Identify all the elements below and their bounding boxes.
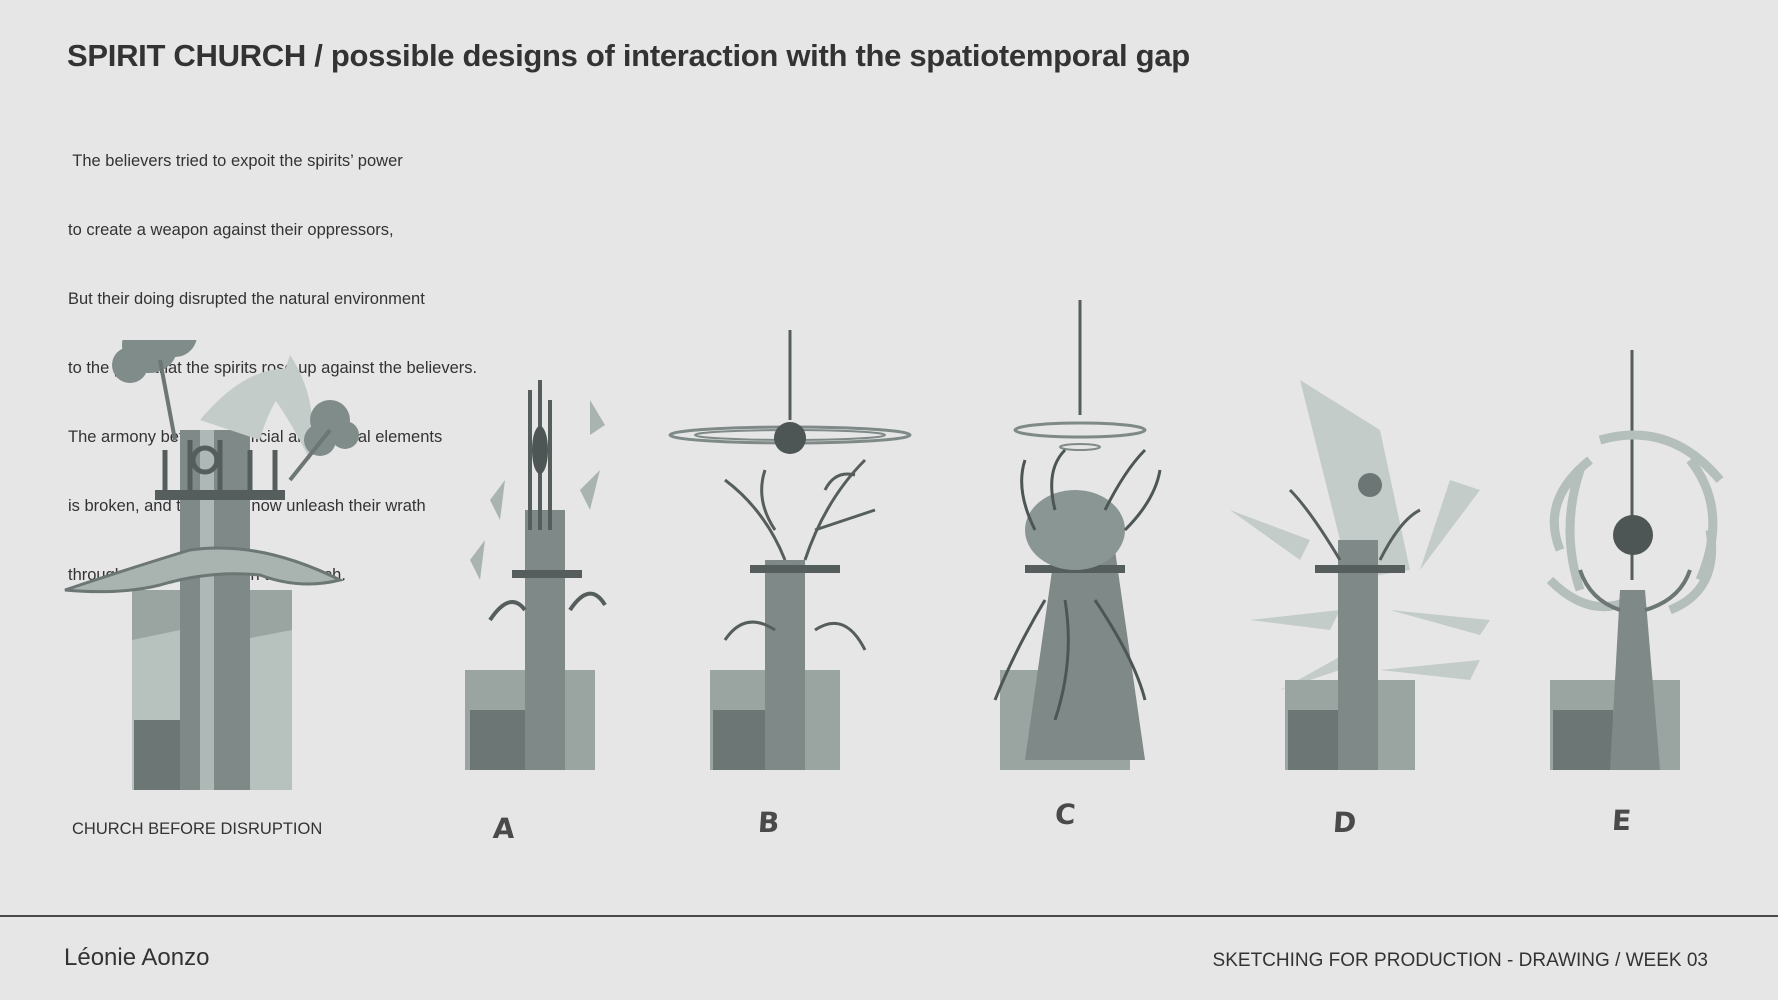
sketch-label-a: A: [491, 812, 516, 845]
sketch-label-c: C: [1053, 798, 1077, 831]
page-title: SPIRIT CHURCH / possible designs of inte…: [67, 38, 1190, 73]
design-a-sketch: [465, 380, 607, 770]
author-name: Léonie Aonzo: [64, 944, 210, 971]
sketch-label-before: CHURCH BEFORE DISRUPTION: [72, 820, 323, 838]
design-d-sketch: [1230, 380, 1490, 770]
sketch-label-e: E: [1610, 804, 1633, 837]
description-line: to create a weapon against their oppress…: [68, 221, 394, 239]
description-line: The believers tried to expoit the spirit…: [68, 152, 403, 170]
footer-divider: [0, 915, 1778, 917]
course-title: SKETCHING FOR PRODUCTION - DRAWING / WEE…: [1212, 950, 1708, 971]
design-e-sketch: [1546, 350, 1724, 770]
description-line: But their doing disrupted the natural en…: [68, 290, 425, 308]
design-b-sketch: [668, 330, 912, 770]
church-before-disruption-sketch: [64, 340, 359, 790]
sketch-label-b: B: [756, 806, 781, 839]
design-c-sketch: [993, 300, 1162, 770]
sketch-label-d: D: [1331, 806, 1358, 839]
